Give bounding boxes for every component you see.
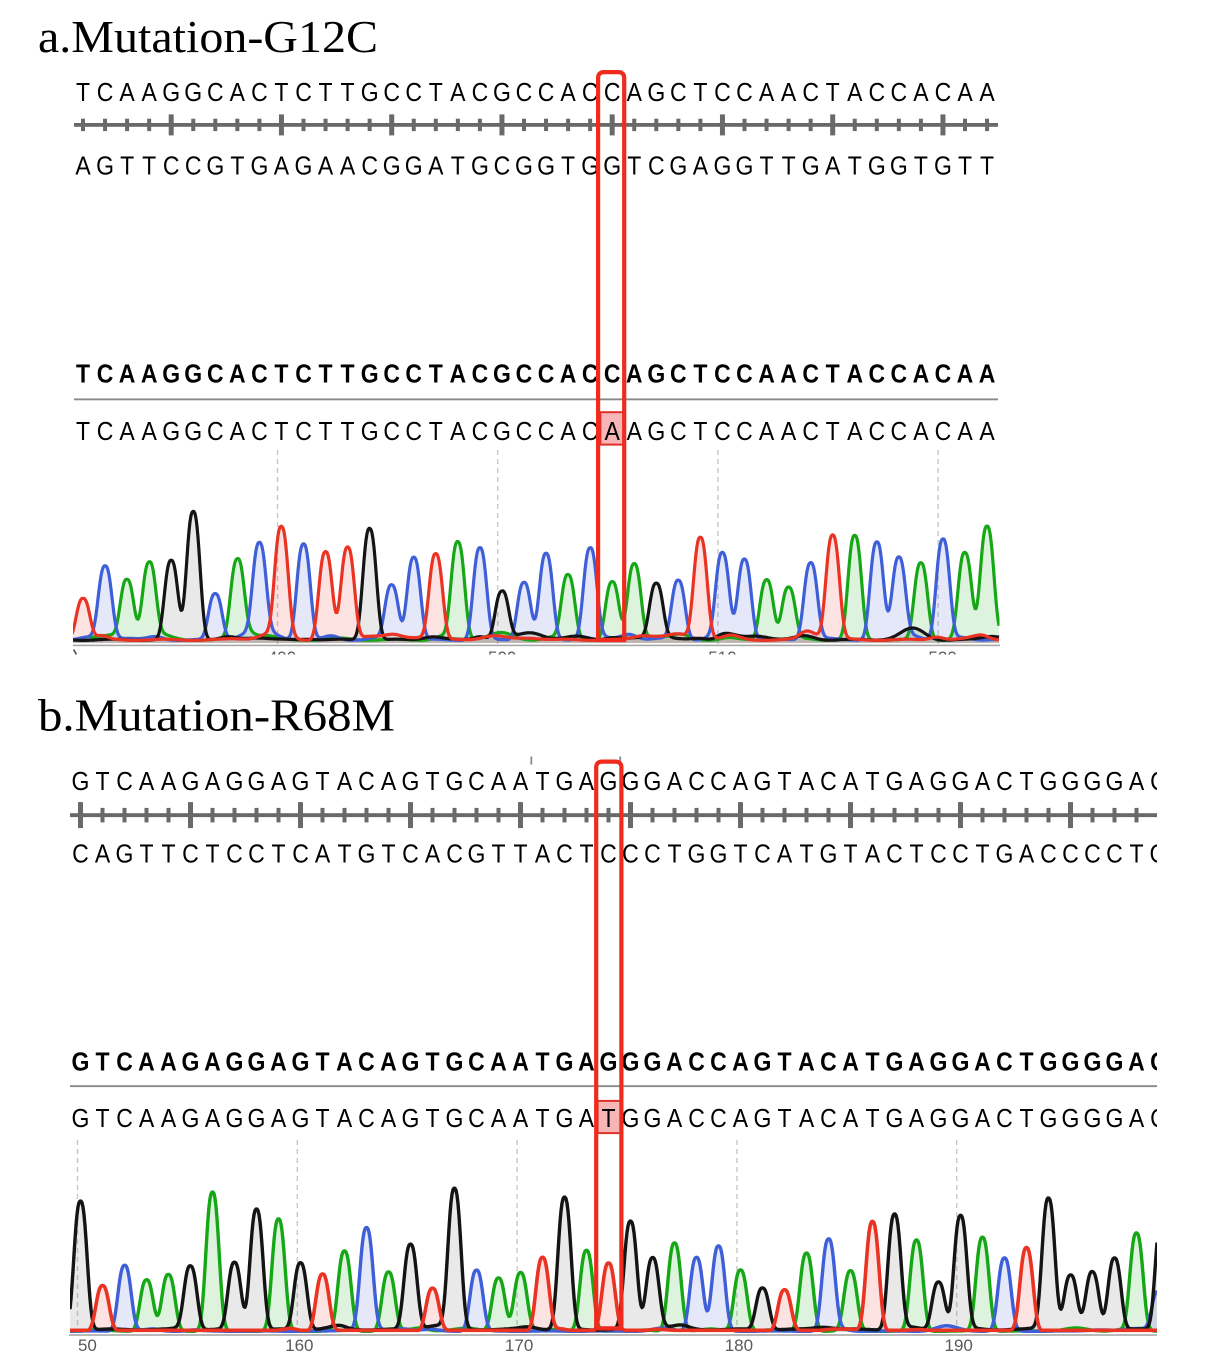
svg-text:500: 500 <box>488 648 516 667</box>
svg-text:GTCAAGAGGAGTACAGTGCAATGATGGACC: GTCAAGAGGAGTACAGTGCAATGATGGACCAGTACATGAG… <box>72 1105 1167 1134</box>
svg-text:190: 190 <box>945 1336 973 1354</box>
svg-text:GTCAAGAGGAGTACAGTGCAATGAGGGACC: GTCAAGAGGAGTACAGTGCAATGAGGGACCAGTACATGAG… <box>72 768 1167 797</box>
svg-text:50: 50 <box>78 1336 97 1354</box>
svg-text:180: 180 <box>725 1336 753 1354</box>
svg-text:CAGTTCTCCTCATGTCACGTTACTCCCTGG: CAGTTCTCCTCATGTCACGTTACTCCCTGGTCATGTACTC… <box>72 840 1167 869</box>
svg-text:510: 510 <box>708 648 736 667</box>
svg-text:520: 520 <box>928 648 956 667</box>
svg-text:160: 160 <box>285 1336 313 1354</box>
svg-text:170: 170 <box>505 1336 533 1354</box>
svg-text:GTCAAGAGGAGTACAGTGCAATGAGGGACC: GTCAAGAGGAGTACAGTGCAATGAGGGACCAGTACATGAG… <box>72 1048 1168 1077</box>
svg-text:b.Mutation-R68M: b.Mutation-R68M <box>38 690 395 741</box>
svg-text:490: 490 <box>268 648 296 667</box>
svg-text:a.Mutation-G12C: a.Mutation-G12C <box>38 11 378 62</box>
